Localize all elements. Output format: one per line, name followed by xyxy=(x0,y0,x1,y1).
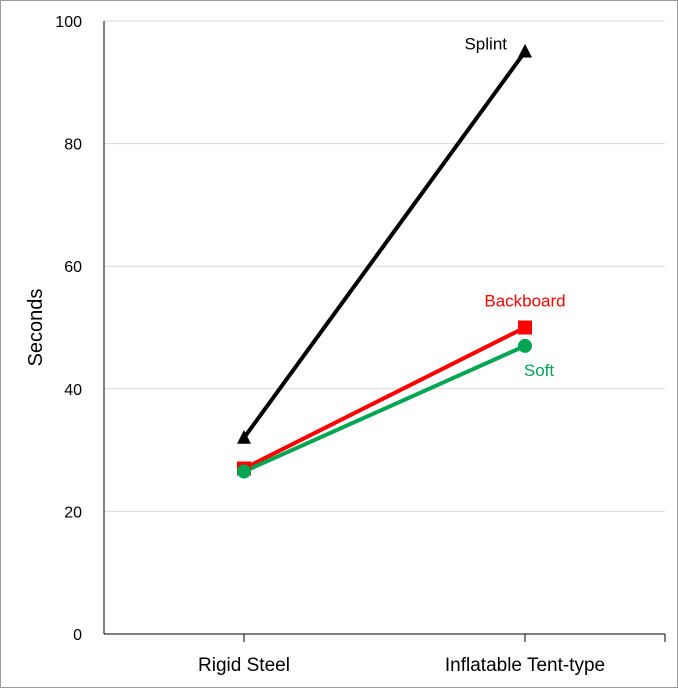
y-axis-label: Seconds xyxy=(25,289,47,367)
series-group: Splint Backboard Soft xyxy=(237,35,566,479)
y-tick-label-20: 20 xyxy=(64,504,82,521)
axes xyxy=(103,21,666,642)
x-tick-label-1: Inflatable Tent-type xyxy=(445,655,605,676)
marker-soft-0 xyxy=(237,464,251,479)
series-line-soft xyxy=(243,344,526,474)
marker-backboard-1 xyxy=(518,320,532,335)
y-tick-label-0: 0 xyxy=(73,627,82,644)
series-line-backboard xyxy=(243,325,526,471)
gridlines xyxy=(104,20,665,512)
series-line-splint xyxy=(242,50,527,440)
marker-soft-1 xyxy=(518,338,532,353)
series-label-backboard: Backboard xyxy=(484,292,565,311)
y-tick-label-40: 40 xyxy=(64,382,82,399)
y-tick-label-100: 100 xyxy=(55,14,82,31)
marker-splint-1 xyxy=(518,43,532,58)
x-tick-labels: Rigid Steel Inflatable Tent-type xyxy=(198,655,605,676)
y-tick-label-60: 60 xyxy=(64,259,82,276)
series-label-soft: Soft xyxy=(524,361,555,380)
x-tick-label-0: Rigid Steel xyxy=(198,655,290,676)
y-tick-label-80: 80 xyxy=(64,137,82,154)
series-label-splint: Splint xyxy=(464,35,507,54)
marker-splint-0 xyxy=(237,430,251,444)
y-tick-labels: 0 20 40 60 80 100 xyxy=(55,14,82,644)
